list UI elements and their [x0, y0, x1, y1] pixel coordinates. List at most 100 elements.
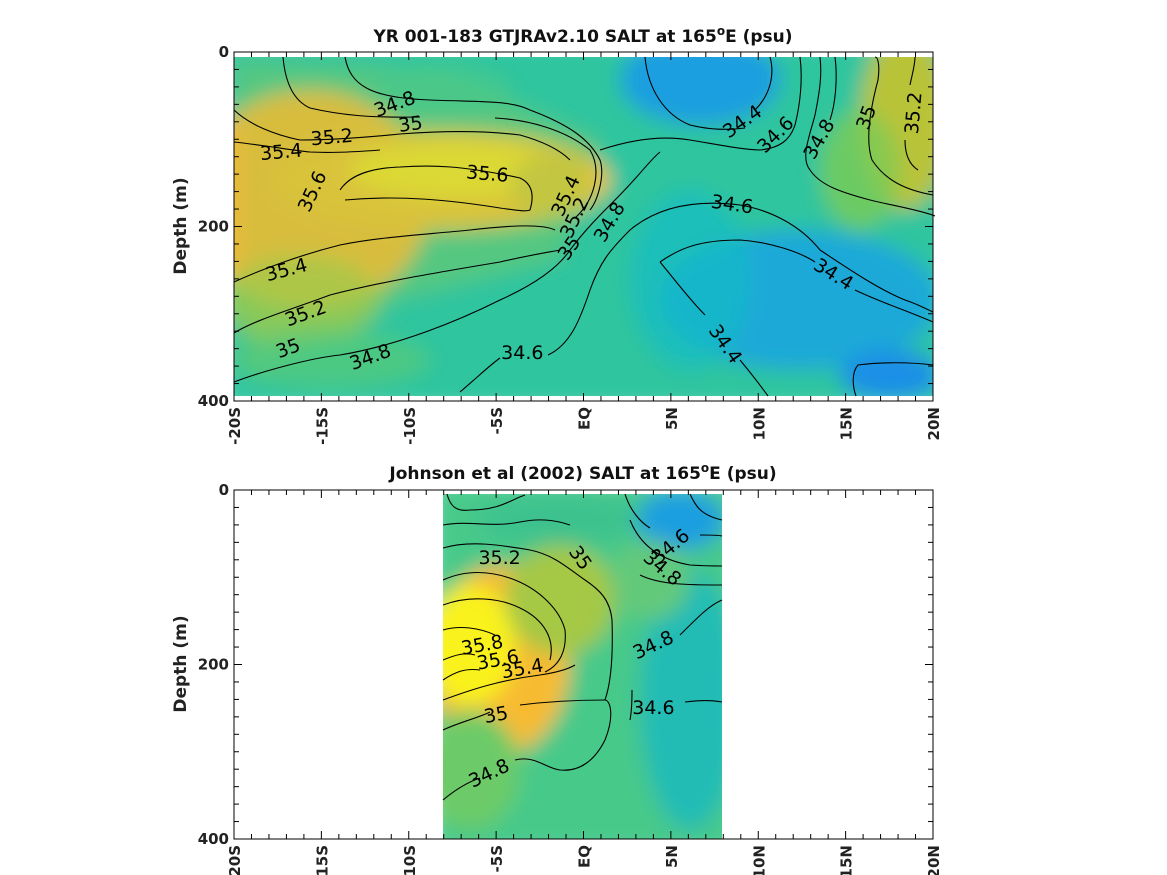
top-contour-line	[805, 56, 936, 217]
contour-label: 35.2	[901, 91, 927, 135]
bottom-title-main: Johnson et al (2002) SALT at 165	[388, 464, 701, 484]
bottom-contour-line	[442, 664, 576, 701]
top-contour-line	[644, 56, 746, 130]
top-contour-line	[344, 56, 603, 211]
bottom-contour-line	[442, 653, 476, 661]
top-contour-line	[659, 239, 816, 263]
contour-label: 35	[482, 702, 510, 728]
x-tick-label: -15S	[313, 845, 331, 875]
top-contour-line	[659, 261, 706, 316]
bottom-contour-line	[684, 699, 723, 703]
bottom-contour-line	[442, 543, 613, 701]
x-tick-label: -5S	[488, 845, 506, 872]
top-fresh-surface	[620, 57, 780, 125]
contour-label: 35	[397, 112, 424, 137]
contour-label: 35.6	[465, 161, 509, 187]
x-tick-label: 15N	[838, 845, 856, 875]
x-tick-label: 20N	[925, 845, 943, 875]
x-tick-label: 20N	[925, 407, 943, 440]
bottom-contour-lines	[442, 493, 723, 801]
bottom-contour-line	[442, 519, 571, 526]
bottom-contour-line	[629, 519, 723, 567]
top-x-ticks: -20S -15S -10S -5S EQ 5N 10N 15N 20N	[226, 52, 943, 445]
bottom-y-axis-label: Depth (m)	[171, 615, 191, 712]
x-tick-label: -15S	[313, 407, 331, 445]
bottom-contour-line	[442, 626, 496, 636]
top-contour-lines	[233, 56, 936, 397]
top-contour-line	[233, 151, 661, 383]
top-contour-line	[904, 139, 919, 171]
x-tick-label: -10S	[401, 845, 419, 875]
bottom-contour-line	[629, 689, 633, 721]
top-contour-line	[494, 117, 597, 219]
x-tick-label: 10N	[750, 845, 768, 875]
bottom-contour-line	[514, 699, 612, 771]
bottom-y-ticks: 0 200 400	[198, 481, 933, 848]
top-contour-line	[909, 56, 916, 86]
bottom-contour-line	[442, 668, 481, 681]
bottom-x-ticks: -20S -15S -10S -5S EQ 5N 10N 15N 20N	[226, 490, 943, 875]
x-tick-label: -10S	[401, 407, 419, 445]
bottom-contour-line	[442, 572, 566, 673]
top-y-axis-label: Depth (m)	[171, 177, 191, 274]
bottom-contour-line	[442, 598, 552, 661]
bottom-contour-line	[639, 574, 723, 586]
top-contour-line	[233, 109, 571, 161]
top-contour-line	[233, 141, 381, 153]
top-contour-line	[739, 359, 769, 397]
y-tick-label: 200	[198, 656, 229, 674]
top-panel: YR 001-183 GTJRAv2.10 SALT at 165oE (psu…	[171, 24, 943, 445]
x-tick-label: 5N	[663, 845, 681, 868]
x-tick-label: -20S	[226, 407, 244, 445]
x-tick-label: 15N	[838, 407, 856, 440]
bottom-heatmap-field	[443, 494, 722, 839]
bottom-contour-line	[624, 493, 651, 529]
top-contour-line	[233, 225, 556, 283]
top-contour-line	[233, 249, 561, 334]
x-tick-label: EQ	[576, 407, 594, 430]
y-tick-label: 400	[198, 830, 229, 848]
bottom-chart-title: Johnson et al (2002) SALT at 165oE (psu)	[388, 461, 776, 484]
bottom-contour-line	[689, 493, 723, 521]
top-contour-line	[282, 56, 421, 118]
top-contour-line	[854, 289, 934, 323]
contour-label: 34.6	[632, 697, 674, 719]
bottom-contour-line	[519, 699, 606, 706]
bottom-title-suffix: E (psu)	[709, 464, 776, 484]
top-contour-line	[339, 165, 533, 212]
contour-label: 35.2	[310, 125, 354, 151]
y-tick-label: 400	[198, 392, 229, 410]
top-contour-line	[852, 362, 934, 397]
x-tick-label: 10N	[750, 407, 768, 440]
contour-label: 35.4	[259, 140, 303, 166]
x-tick-label: -5S	[488, 407, 506, 434]
x-tick-label: EQ	[576, 845, 594, 868]
bottom-panel: Johnson et al (2002) SALT at 165oE (psu)	[171, 461, 943, 875]
y-tick-label: 0	[219, 43, 229, 61]
bottom-contour-line	[679, 599, 723, 636]
top-contour-line	[868, 56, 934, 196]
top-title-sup: o	[717, 24, 725, 38]
top-y-ticks: 0 200 400	[198, 43, 933, 410]
contour-label: 35.2	[478, 547, 520, 569]
top-contour-line	[599, 56, 802, 151]
bottom-fresh-surface	[635, 494, 722, 550]
bottom-contour-line	[446, 493, 526, 511]
top-title-main: YR 001-183 GTJRAv2.10 SALT at 165	[372, 27, 716, 47]
top-contour-line	[459, 357, 501, 393]
top-chart-title: YR 001-183 GTJRAv2.10 SALT at 165oE (psu…	[372, 24, 792, 47]
top-title-suffix: E (psu)	[725, 27, 792, 47]
y-tick-label: 200	[198, 218, 229, 236]
bottom-salty-max	[443, 585, 515, 705]
x-tick-label: -20S	[226, 845, 244, 875]
y-tick-label: 0	[219, 481, 229, 499]
contour-label: 34.6	[501, 342, 543, 364]
top-contour-line	[547, 202, 934, 356]
bottom-contour-line	[442, 711, 491, 731]
bottom-contour-line	[442, 777, 481, 801]
bottom-contour-line	[699, 534, 723, 537]
top-contour-line	[754, 56, 773, 111]
top-contour-line	[829, 56, 837, 121]
